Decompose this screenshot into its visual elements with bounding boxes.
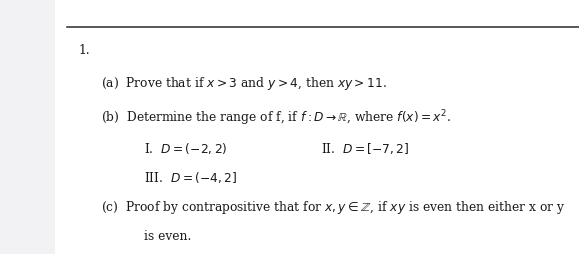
Text: 1.: 1. <box>78 44 90 57</box>
Text: II.  $D = [-7, 2]$: II. $D = [-7, 2]$ <box>321 141 410 156</box>
Text: III.  $D = (-4, 2]$: III. $D = (-4, 2]$ <box>144 170 237 185</box>
Text: is even.: is even. <box>144 230 191 244</box>
Text: (a)  Prove that if $x > 3$ and $y > 4$, then $xy > 11$.: (a) Prove that if $x > 3$ and $y > 4$, t… <box>101 75 387 92</box>
Bar <box>0 0 55 254</box>
Text: (b)  Determine the range of f, if $f : D \rightarrow \mathbb{R}$, where $f(x) = : (b) Determine the range of f, if $f : D … <box>101 108 452 128</box>
Text: I.  $D = (-2, 2)$: I. $D = (-2, 2)$ <box>144 141 227 156</box>
Text: (c)  Proof by contrapositive that for $x, y \in \mathbb{Z}$, if $xy$ is even the: (c) Proof by contrapositive that for $x,… <box>101 199 566 216</box>
